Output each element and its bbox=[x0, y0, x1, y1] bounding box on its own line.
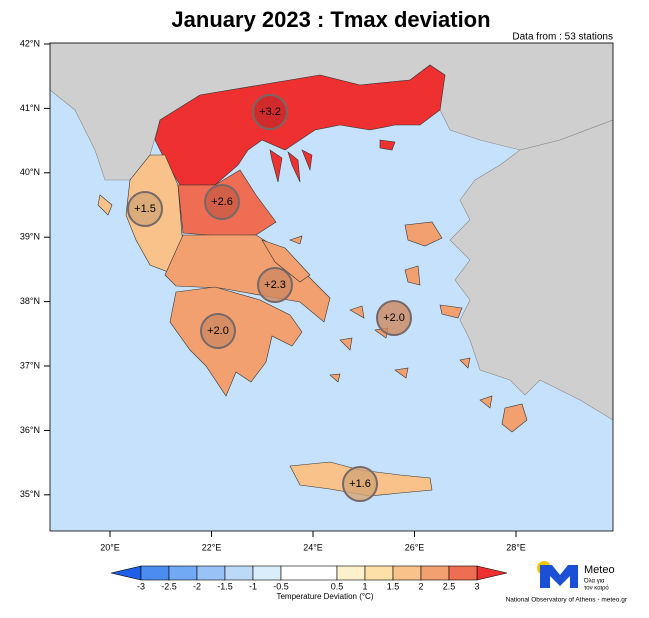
region bbox=[261, 239, 311, 283]
station-marker bbox=[342, 466, 378, 502]
region bbox=[404, 265, 421, 286]
colorbar-extension bbox=[476, 565, 508, 581]
colorbar-tick-label: 2.5 bbox=[443, 581, 456, 591]
region-label: +2.0 bbox=[383, 312, 405, 324]
lat-tick-label: 42°N bbox=[20, 38, 40, 48]
station-marker bbox=[376, 300, 412, 336]
region bbox=[501, 403, 528, 433]
lon-tick-label: 26°E bbox=[405, 542, 425, 552]
region bbox=[269, 139, 396, 183]
colorbar-tick-label: -1 bbox=[249, 581, 257, 591]
logo-name: Meteo bbox=[584, 564, 615, 576]
colorbar-bin bbox=[448, 565, 478, 581]
colorbar-title: Temperature Deviation (°C) bbox=[276, 592, 373, 601]
colorbar-tick-label: 1 bbox=[362, 581, 367, 591]
lon-tick-label: 24°E bbox=[303, 542, 323, 552]
region-label: +2.0 bbox=[207, 325, 229, 337]
colorbar-bin bbox=[280, 565, 338, 581]
colorbar-tick-label: -0.5 bbox=[273, 581, 289, 591]
lat-tick-label: 35°N bbox=[20, 489, 40, 499]
logo-tagline: τον καιρό bbox=[584, 585, 609, 592]
lon-tick-label: 28°E bbox=[506, 542, 526, 552]
lat-tick-label: 41°N bbox=[20, 103, 40, 113]
region-label: +2.3 bbox=[264, 279, 286, 291]
axis-ticks: 42°N 41°N 40°N 39°N 38°N 37°N 36°N 35°N 20°E 22°E… bbox=[20, 38, 526, 552]
colorbar-bin bbox=[140, 565, 170, 581]
station-marker bbox=[127, 191, 163, 227]
map-frame bbox=[49, 42, 614, 532]
colorbar-tick-label: 3 bbox=[474, 581, 479, 591]
colorbar-bin bbox=[364, 565, 394, 581]
region bbox=[97, 194, 113, 216]
lat-tick-label: 39°N bbox=[20, 232, 40, 242]
regions: +3.2 +1.5 +2.6 +2.3 +2.0 +2.0 +1.6 bbox=[97, 64, 528, 502]
colorbar-bin bbox=[252, 565, 282, 581]
colorbar: -3 -2.5 -2 -1.5 -1 -0.5 0.5 1 1.5 2 2.5 3 bbox=[110, 565, 508, 591]
colorbar-tick-label: 2 bbox=[418, 581, 423, 591]
region bbox=[404, 221, 443, 247]
colorbar-tick-label: -2.5 bbox=[161, 581, 177, 591]
logo-tagline: Όλα για bbox=[583, 579, 605, 585]
lon-tick-label: 20°E bbox=[100, 542, 120, 552]
colorbar-bin bbox=[420, 565, 450, 581]
colorbar-tick-label: 0.5 bbox=[331, 581, 344, 591]
lat-tick-label: 38°N bbox=[20, 296, 40, 306]
colorbar-tick-label: -3 bbox=[137, 581, 145, 591]
logo-mark bbox=[540, 565, 578, 588]
lon-tick-label: 22°E bbox=[202, 542, 222, 552]
subtitle: Data from : 53 stations bbox=[512, 32, 613, 43]
title: January 2023 : Tmax deviation bbox=[171, 7, 490, 32]
region-label: +1.5 bbox=[134, 203, 156, 215]
colorbar-tick-label: 1.5 bbox=[387, 581, 400, 591]
lat-tick-label: 40°N bbox=[20, 167, 40, 177]
station-marker bbox=[200, 313, 236, 349]
region-label: +1.6 bbox=[349, 478, 371, 490]
region bbox=[439, 304, 463, 319]
colorbar-tick-label: -1.5 bbox=[217, 581, 233, 591]
colorbar-tick-label: -2 bbox=[193, 581, 201, 591]
station-marker bbox=[257, 267, 293, 303]
colorbar-bin bbox=[392, 565, 422, 581]
region bbox=[169, 286, 303, 397]
lat-tick-label: 37°N bbox=[20, 360, 40, 370]
logo: Meteo Όλα για τον καιρό bbox=[537, 561, 615, 592]
colorbar-bin bbox=[336, 565, 366, 581]
footer: National Observatory of Athens - meteo.g… bbox=[506, 597, 628, 604]
colorbar-bin bbox=[224, 565, 254, 581]
region-label: +3.2 bbox=[259, 106, 281, 118]
region-label: +2.6 bbox=[211, 196, 233, 208]
station-marker bbox=[252, 94, 288, 130]
colorbar-extension bbox=[110, 565, 142, 581]
station-marker bbox=[204, 184, 240, 220]
lat-tick-label: 36°N bbox=[20, 425, 40, 435]
colorbar-bin bbox=[168, 565, 198, 581]
colorbar-bin bbox=[196, 565, 226, 581]
